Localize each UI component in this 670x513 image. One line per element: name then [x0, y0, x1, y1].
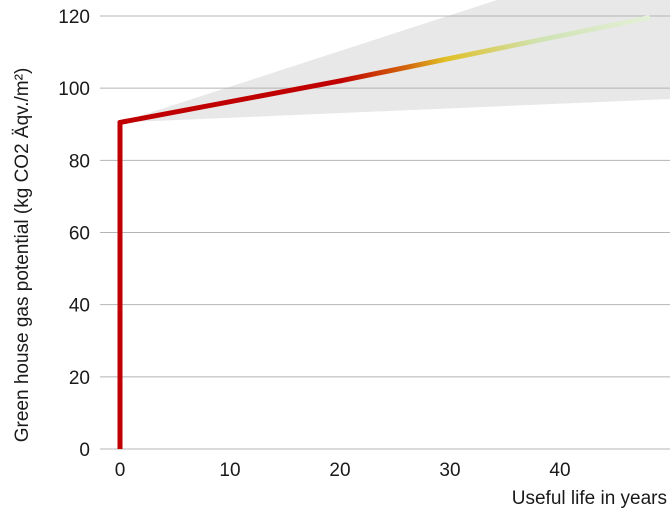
y-tick-label-0: 0	[79, 440, 90, 461]
x-tick-label-40: 40	[549, 460, 570, 481]
y-tick-label-20: 20	[69, 368, 90, 389]
uncertainty-band	[120, 0, 670, 123]
y-tick-label-120: 120	[58, 7, 90, 28]
x-tick-label-0: 0	[115, 460, 126, 481]
series-segment-1	[117, 78, 343, 125]
x-tick-label-30: 30	[439, 460, 460, 481]
series-segment-2	[337, 15, 651, 84]
y-tick-label-100: 100	[58, 79, 90, 100]
y-tick-label-80: 80	[69, 151, 90, 172]
series-point-start	[117, 119, 123, 125]
x-tick-label-10: 10	[219, 460, 240, 481]
y-tick-label-40: 40	[69, 296, 90, 317]
y-axis-title: Green house gas potential (kg CO2 Äqv./m…	[12, 68, 33, 443]
x-axis-title: Useful life in years	[512, 488, 667, 509]
y-tick-label-60: 60	[69, 224, 90, 245]
x-tick-label-20: 20	[329, 460, 350, 481]
